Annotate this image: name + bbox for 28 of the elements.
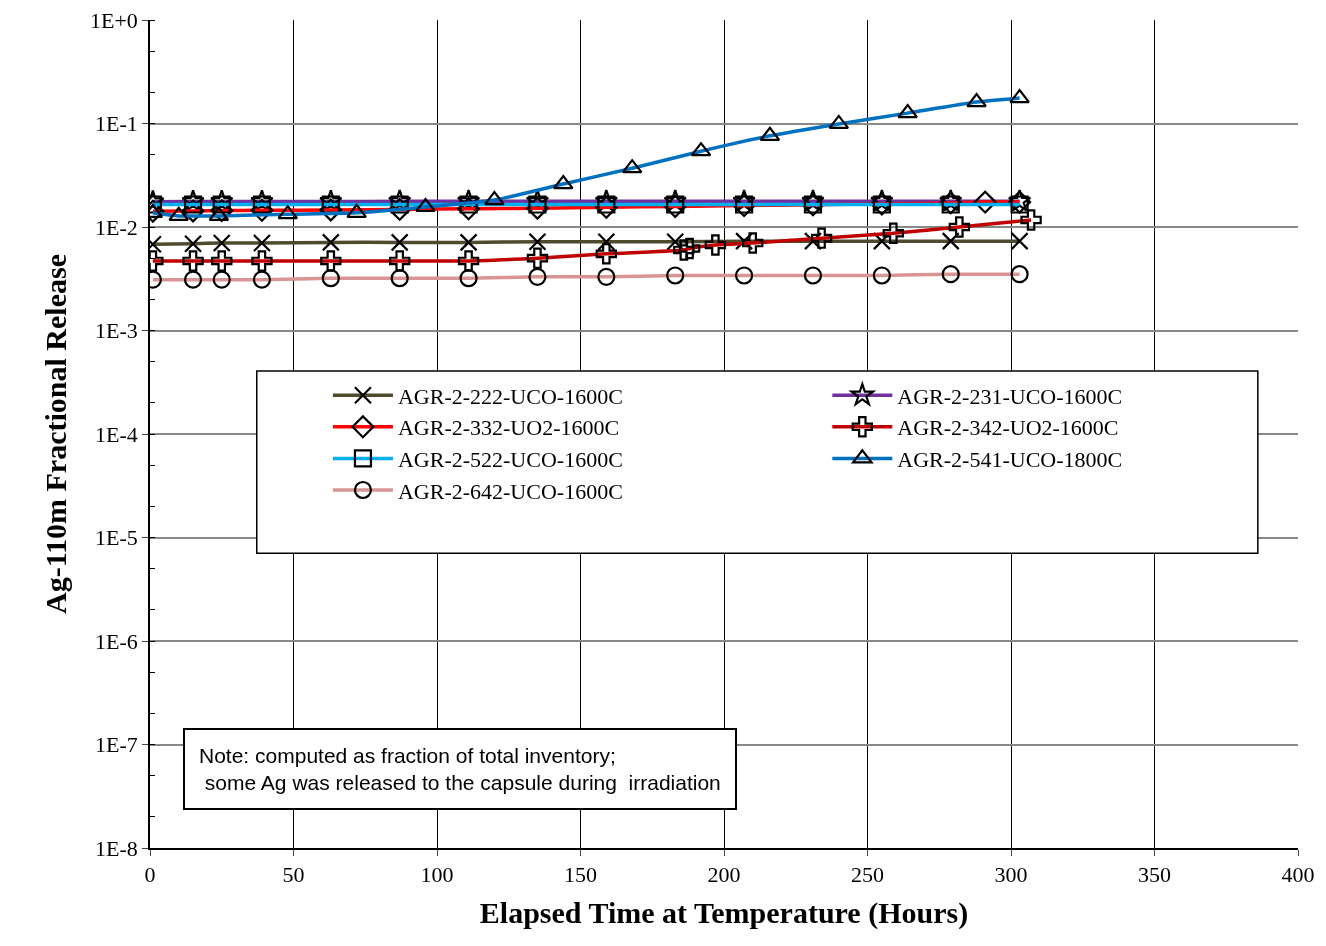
- y-tick-label: 1E-2: [95, 214, 138, 240]
- y-tick-label: 1E-4: [95, 421, 138, 447]
- y-tick-label: 1E-7: [95, 732, 138, 758]
- x-tick-label: 0: [144, 862, 156, 888]
- x-tick-label: 100: [420, 862, 454, 888]
- legend-label: AGR-2-642-UCO-1600C: [397, 478, 623, 504]
- y-tick-label: 1E-5: [95, 525, 138, 551]
- x-tick-label: 350: [1138, 862, 1171, 888]
- x-tick-label: 250: [851, 862, 884, 888]
- y-tick-label: 1E-8: [95, 835, 138, 861]
- x-tick-label: 50: [282, 862, 305, 888]
- x-tick-label: 200: [707, 862, 741, 888]
- legend-label: AGR-2-231-UCO-1600C: [897, 383, 1123, 409]
- legend-label: AGR-2-222-UCO-1600C: [397, 383, 623, 409]
- legend-label: AGR-2-522-UCO-1600C: [397, 446, 623, 472]
- x-tick-label: 300: [994, 862, 1028, 888]
- y-axis-title: Ag-110m Fractional Release: [39, 254, 73, 614]
- x-tick-label: 150: [564, 862, 597, 888]
- y-tick-label: 1E-6: [95, 628, 138, 654]
- legend-label: AGR-2-541-UCO-1800C: [897, 446, 1123, 472]
- legend-label: AGR-2-332-UO2-1600C: [397, 415, 620, 441]
- y-tick-label: 1E-3: [95, 318, 138, 344]
- legend-label: AGR-2-342-UO2-1600C: [897, 415, 1119, 441]
- y-tick-label: 1E+0: [89, 7, 138, 33]
- y-tick-label: 1E-1: [95, 111, 138, 137]
- annotation: Note: computed as fraction of total inventory; some Ag was released to the capsule during irradiation: [199, 744, 721, 795]
- x-axis-title: Elapsed Time at Temperature (Hours): [479, 896, 969, 931]
- x-tick-label: 400: [1281, 862, 1315, 888]
